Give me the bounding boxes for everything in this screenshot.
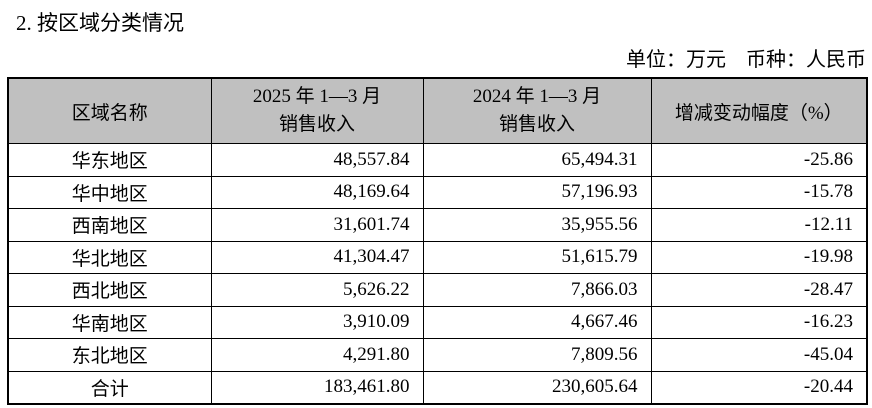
change-percent-cell: -25.86 bbox=[650, 143, 868, 177]
table-row: 合计 183,461.80 230,605.64 -20.44 bbox=[7, 370, 868, 405]
change-percent-cell: -16.23 bbox=[650, 305, 868, 339]
revenue-2024-cell: 57,196.93 bbox=[422, 175, 652, 209]
change-percent-cell: -20.44 bbox=[650, 370, 868, 405]
revenue-2025-cell: 48,557.84 bbox=[210, 143, 424, 177]
revenue-2024-cell: 51,615.79 bbox=[422, 240, 652, 274]
revenue-2025-cell: 48,169.64 bbox=[210, 175, 424, 209]
table-row: 西南地区 31,601.74 35,955.56 -12.11 bbox=[7, 208, 868, 242]
change-percent-cell: -15.78 bbox=[650, 175, 868, 209]
region-name-cell: 华中地区 bbox=[7, 175, 212, 209]
region-name-cell: 华南地区 bbox=[7, 305, 212, 339]
revenue-2024-cell: 4,667.46 bbox=[422, 305, 652, 339]
revenue-2025-cell: 41,304.47 bbox=[210, 240, 424, 274]
change-percent-cell: -45.04 bbox=[650, 338, 868, 372]
table-body: 华东地区 48,557.84 65,494.31 -25.86 华中地区 48,169.6… bbox=[7, 143, 868, 405]
table-header-row: 区域名称 2025 年 1—3 月 销售收入 2024 年 1—3 月 销售收入… bbox=[7, 77, 868, 144]
revenue-2025-cell: 3,910.09 bbox=[210, 305, 424, 339]
header-region-name: 区域名称 bbox=[7, 77, 212, 144]
region-name-cell: 西北地区 bbox=[7, 273, 212, 307]
table-row: 华南地区 3,910.09 4,667.46 -16.23 bbox=[7, 305, 868, 339]
change-percent-cell: -28.47 bbox=[650, 273, 868, 307]
region-name-cell: 合计 bbox=[7, 370, 212, 405]
region-name-cell: 华东地区 bbox=[7, 143, 212, 177]
change-percent-cell: -19.98 bbox=[650, 240, 868, 274]
table-row: 西北地区 5,626.22 7,866.03 -28.47 bbox=[7, 273, 868, 307]
revenue-2025-cell: 183,461.80 bbox=[210, 370, 424, 405]
revenue-2024-cell: 65,494.31 bbox=[422, 143, 652, 177]
revenue-2025-cell: 4,291.80 bbox=[210, 338, 424, 372]
revenue-2024-cell: 7,866.03 bbox=[422, 273, 652, 307]
unit-currency-note: 单位：万元 币种：人民币 bbox=[626, 49, 866, 71]
revenue-2024-cell: 35,955.56 bbox=[422, 208, 652, 242]
region-name-cell: 东北地区 bbox=[7, 338, 212, 372]
region-name-cell: 华北地区 bbox=[7, 240, 212, 274]
revenue-2025-cell: 5,626.22 bbox=[210, 273, 424, 307]
header-revenue-2025: 2025 年 1—3 月 销售收入 bbox=[210, 77, 424, 144]
header-revenue-2024: 2024 年 1—3 月 销售收入 bbox=[422, 77, 652, 144]
table-row: 华东地区 48,557.84 65,494.31 -25.86 bbox=[7, 143, 868, 177]
revenue-2025-cell: 31,601.74 bbox=[210, 208, 424, 242]
revenue-2024-cell: 7,809.56 bbox=[422, 338, 652, 372]
region-sales-table: 区域名称 2025 年 1—3 月 销售收入 2024 年 1—3 月 销售收入… bbox=[7, 77, 868, 405]
table-row: 华中地区 48,169.64 57,196.93 -15.78 bbox=[7, 175, 868, 209]
header-change-percent: 增减变动幅度（%） bbox=[650, 77, 868, 144]
change-percent-cell: -12.11 bbox=[650, 208, 868, 242]
revenue-2024-cell: 230,605.64 bbox=[422, 370, 652, 405]
table-row: 东北地区 4,291.80 7,809.56 -45.04 bbox=[7, 338, 868, 372]
table-row: 华北地区 41,304.47 51,615.79 -19.98 bbox=[7, 240, 868, 274]
section-title: 2. 按区域分类情况 bbox=[16, 11, 184, 35]
region-name-cell: 西南地区 bbox=[7, 208, 212, 242]
